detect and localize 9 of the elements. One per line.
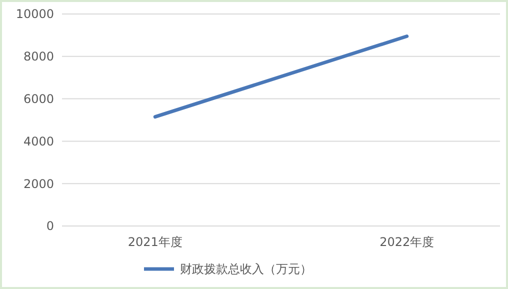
y-tick-label: 4000 [23, 134, 54, 148]
x-tick-label: 2022年度 [380, 235, 434, 249]
x-tick-label: 2021年度 [128, 235, 182, 249]
legend-label: 财政拨款总收入（万元） [180, 262, 312, 276]
y-tick-label: 8000 [23, 50, 54, 64]
y-tick-label: 6000 [23, 92, 54, 106]
y-tick-label: 10000 [16, 7, 54, 22]
y-tick-label: 2000 [23, 176, 54, 191]
y-tick-label: 0 [46, 219, 54, 234]
